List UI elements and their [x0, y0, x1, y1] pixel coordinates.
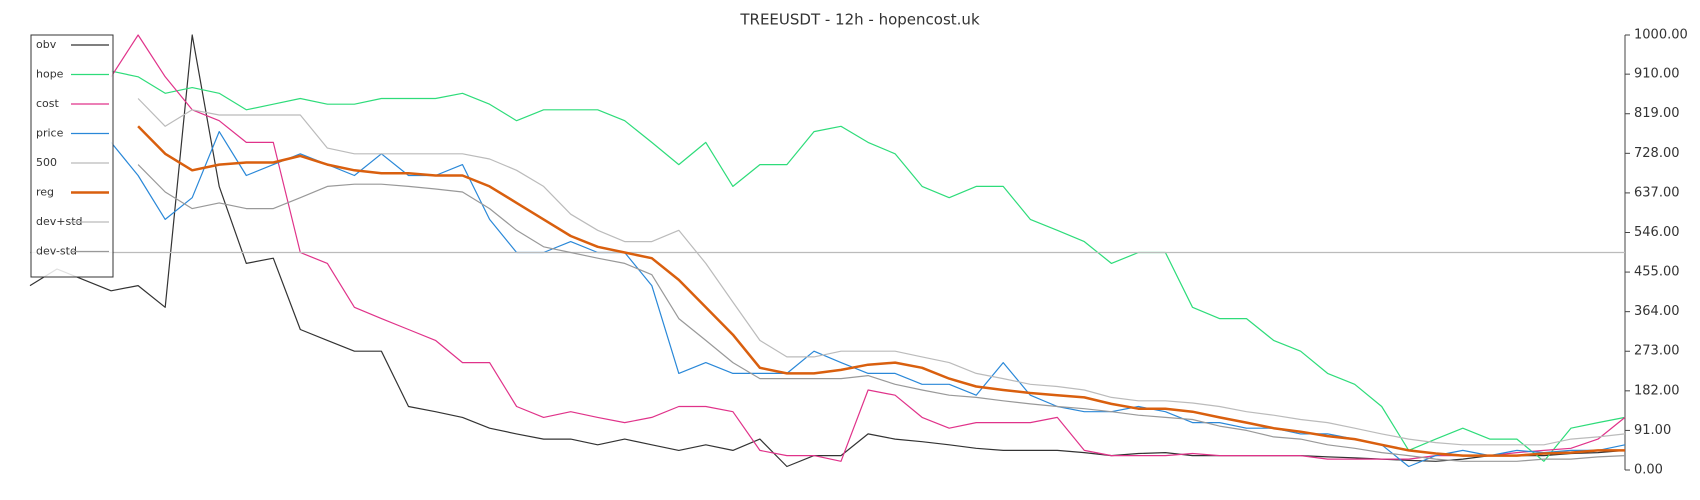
plot — [29, 34, 1626, 468]
legend-label: dev-std — [36, 245, 77, 258]
series-line — [29, 34, 1626, 468]
series-line — [137, 98, 1626, 446]
y-tick-label: 364.00 — [1634, 304, 1680, 319]
series-line — [137, 125, 1625, 457]
series-line — [110, 34, 1626, 462]
y-tick-label: 455.00 — [1634, 265, 1680, 280]
legend: obv hope cost price 500 reg dev+std dev-std — [30, 34, 114, 278]
y-tick-label: 1000.00 — [1634, 28, 1688, 43]
series-line — [137, 164, 1626, 462]
y-tick-label: 0.00 — [1634, 463, 1663, 478]
y-tick-label: 637.00 — [1634, 185, 1680, 200]
y-tick-label: 546.00 — [1634, 225, 1680, 240]
y-tick-label: 273.00 — [1634, 344, 1680, 359]
y-tick-label: 910.00 — [1634, 67, 1680, 82]
legend-label: price — [36, 127, 64, 140]
legend-label: cost — [36, 97, 60, 110]
y-tick-label: 819.00 — [1634, 106, 1680, 121]
legend-label: obv — [36, 38, 57, 51]
series-line — [110, 131, 1626, 468]
legend-label: 500 — [36, 156, 57, 169]
y-tick-label: 182.00 — [1634, 383, 1680, 398]
legend-label: hope — [36, 68, 64, 81]
chart-title: TREEUSDT - 12h - hopencost.uk — [739, 11, 980, 29]
legend-box — [30, 34, 114, 278]
y-tick-label: 91.00 — [1634, 423, 1671, 438]
series-line — [110, 70, 1626, 462]
y-tick-label: 728.00 — [1634, 146, 1680, 161]
legend-label: dev+std — [36, 215, 83, 228]
legend-label: reg — [36, 186, 54, 199]
